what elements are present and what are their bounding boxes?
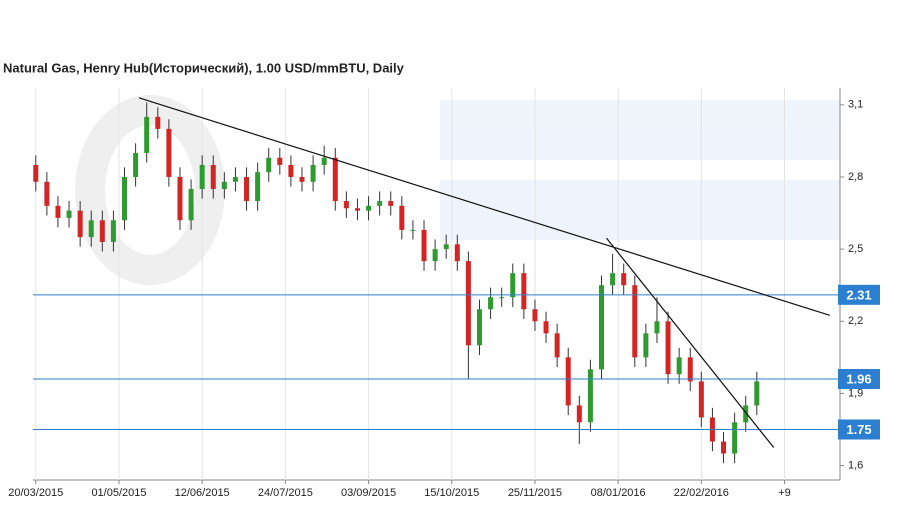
x-tick-label: +9 xyxy=(778,487,791,499)
level-label: 2.31 xyxy=(846,287,871,302)
x-tick-label: 08/01/2016 xyxy=(591,487,646,499)
candle-body xyxy=(654,321,660,334)
candle-body xyxy=(565,357,571,406)
x-tick-label: 25/11/2015 xyxy=(508,487,562,499)
y-tick-label: 1,9 xyxy=(848,387,863,399)
candle-body xyxy=(166,128,172,177)
candle-body xyxy=(310,164,316,182)
candle-body xyxy=(133,152,139,177)
candle-body xyxy=(343,201,349,209)
x-tick-label: 15/10/2015 xyxy=(424,487,479,499)
candle-body xyxy=(332,157,338,202)
candle-body xyxy=(465,261,471,346)
y-tick-label: 1,6 xyxy=(848,459,863,471)
y-tick-label: 3,1 xyxy=(848,99,863,111)
x-tick-label: 22/02/2016 xyxy=(674,487,729,499)
candle-body xyxy=(210,164,216,190)
candle-body xyxy=(410,229,416,231)
trendline xyxy=(138,97,830,316)
candle-body xyxy=(665,321,671,375)
candle-body xyxy=(33,164,39,182)
level-label-box xyxy=(838,284,880,305)
candle-body xyxy=(698,381,704,418)
level-label-box xyxy=(838,419,880,440)
candle-body xyxy=(576,405,582,423)
candle-body xyxy=(621,273,627,286)
candle-body xyxy=(232,176,238,182)
candle-body xyxy=(432,249,438,262)
candle-body xyxy=(66,210,72,218)
candle-body xyxy=(587,369,593,423)
candle-body xyxy=(288,164,294,177)
candle-body xyxy=(354,208,360,211)
candle-body xyxy=(754,381,760,406)
candle-body xyxy=(99,220,105,242)
candle-body xyxy=(155,116,161,129)
candle-body xyxy=(199,164,205,190)
candle-body xyxy=(266,157,272,173)
candle-body xyxy=(521,273,527,310)
candle-body xyxy=(632,285,638,358)
trendline xyxy=(606,237,775,448)
candle-body xyxy=(177,176,183,221)
candle-body xyxy=(643,333,649,358)
x-tick-label: 20/03/2015 xyxy=(8,487,63,499)
candle-body xyxy=(299,176,305,182)
candle-body xyxy=(499,297,505,299)
chart-title: Natural Gas, Henry Hub(Исторический), 1.… xyxy=(3,60,405,75)
candle-body xyxy=(532,309,538,322)
candle-body xyxy=(44,181,50,206)
candle-body xyxy=(687,357,693,382)
candle-body xyxy=(277,157,283,165)
candle-body xyxy=(188,189,194,221)
candle-body xyxy=(321,157,327,165)
candle-body xyxy=(488,297,494,310)
candle-body xyxy=(676,357,682,375)
x-tick-label: 12/06/2015 xyxy=(175,487,230,499)
candle-body xyxy=(88,220,94,238)
x-tick-label: 03/09/2015 xyxy=(341,487,396,499)
candle-body xyxy=(732,422,738,454)
y-tick-label: 2,2 xyxy=(848,315,863,327)
candle-body xyxy=(599,285,605,370)
candle-body xyxy=(543,321,549,334)
candle-body xyxy=(122,176,128,221)
candle-body xyxy=(77,210,83,238)
candle-body xyxy=(388,201,394,206)
candle-body xyxy=(454,244,460,262)
candle-body xyxy=(510,273,516,298)
level-label: 1.75 xyxy=(846,422,871,437)
candle-body xyxy=(721,441,727,454)
candle-body xyxy=(55,205,61,218)
candle-body xyxy=(255,172,261,202)
x-tick-label: 24/07/2015 xyxy=(258,487,313,499)
candle-body xyxy=(221,181,227,190)
y-tick-label: 2,5 xyxy=(848,243,863,255)
candle-body xyxy=(443,244,449,250)
candle-body xyxy=(244,176,250,202)
candle-body xyxy=(366,205,372,211)
y-tick-label: 2,8 xyxy=(848,171,863,183)
candle-body xyxy=(554,333,560,358)
candle-body xyxy=(421,229,427,262)
watermark xyxy=(75,95,840,285)
candle-body xyxy=(610,273,616,286)
level-label: 1.96 xyxy=(846,371,871,386)
candle-body xyxy=(110,220,116,242)
candle-body xyxy=(377,201,383,206)
level-label-box xyxy=(838,368,880,389)
x-tick-label: 01/05/2015 xyxy=(91,487,146,499)
candle-body xyxy=(743,405,749,423)
candle-body xyxy=(399,205,405,230)
candle-body xyxy=(144,116,150,153)
candle-body xyxy=(476,309,482,346)
